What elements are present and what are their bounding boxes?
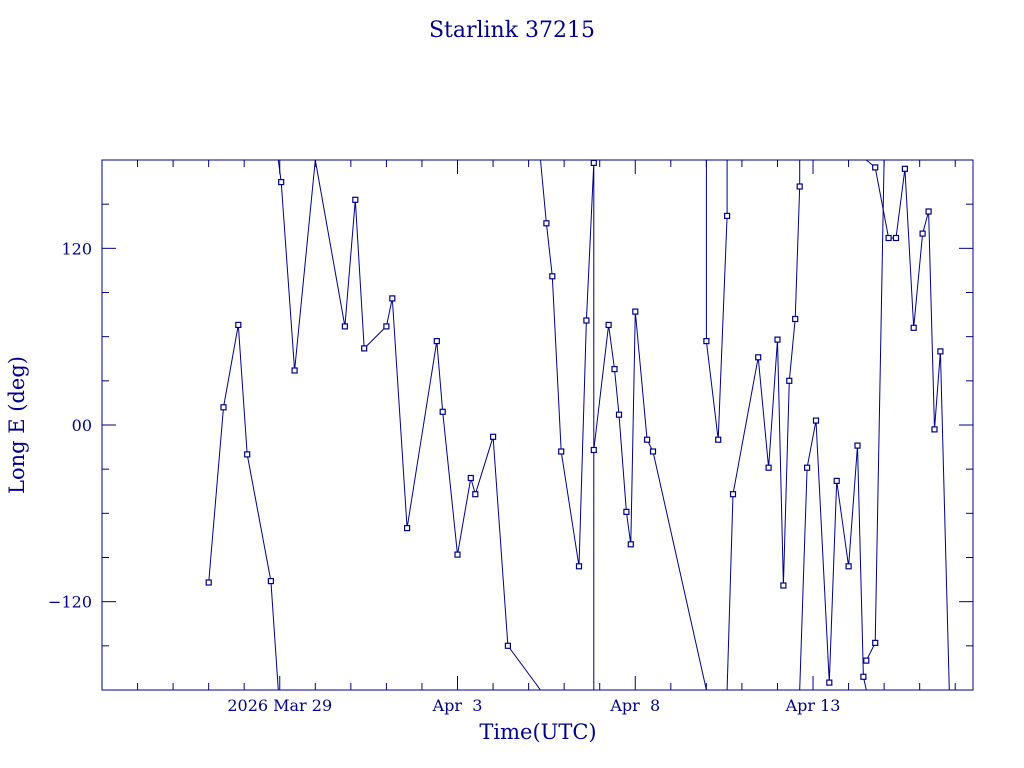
data-point — [792, 315, 799, 323]
data-point — [575, 563, 583, 570]
data-point — [558, 448, 565, 455]
data-point — [826, 679, 833, 686]
data-point — [931, 426, 938, 433]
data-point — [643, 436, 651, 443]
data-point — [220, 404, 227, 411]
data-point — [786, 377, 793, 384]
data-point — [583, 317, 590, 324]
data-point — [937, 348, 944, 355]
series-line — [726, 160, 801, 691]
y-tick-label: 120 — [61, 239, 92, 258]
data-point — [504, 642, 511, 649]
data-point — [615, 411, 623, 418]
y-axis-label: Long E (deg) — [5, 356, 29, 494]
x-tick-label: Apr 13 — [785, 696, 841, 715]
data-point — [892, 234, 900, 242]
data-point — [361, 345, 368, 352]
data-point — [543, 220, 550, 227]
data-point — [623, 508, 630, 515]
data-point — [627, 541, 634, 548]
data-point — [703, 338, 710, 345]
data-point — [919, 230, 926, 237]
x-tick-label: Apr 3 — [432, 696, 483, 715]
data-point — [439, 408, 446, 415]
x-axis-ticks: 2026 Mar 29 Apr 3 Apr 8 Apr 13 — [137, 160, 956, 715]
data-point — [803, 464, 811, 471]
data-point — [467, 474, 474, 482]
data-point — [454, 551, 461, 558]
data-series — [205, 159, 950, 691]
series-line — [799, 420, 867, 691]
data-point — [774, 336, 781, 343]
data-point — [611, 366, 618, 373]
data-point — [860, 673, 867, 680]
data-point — [352, 196, 359, 203]
data-point — [649, 448, 657, 455]
series-line — [865, 159, 885, 661]
data-point — [244, 451, 251, 458]
data-point — [872, 639, 879, 647]
data-point — [729, 491, 737, 498]
x-tick-label: 2026 Mar 29 — [227, 696, 332, 715]
data-point — [780, 582, 787, 589]
data-point — [863, 657, 870, 664]
plot-frame — [101, 159, 974, 691]
data-point — [490, 433, 497, 440]
data-point — [235, 321, 242, 328]
x-tick-label: Apr 8 — [609, 696, 660, 715]
data-point — [433, 338, 440, 345]
data-point — [910, 324, 917, 331]
data-point — [715, 436, 722, 443]
data-point — [278, 179, 285, 186]
data-point — [812, 417, 820, 424]
data-point — [632, 308, 639, 315]
data-point — [723, 212, 731, 219]
data-point — [341, 323, 348, 330]
series-line — [705, 160, 728, 440]
series-line — [208, 324, 279, 691]
data-point — [854, 442, 861, 449]
series-line — [540, 159, 595, 690]
data-point — [755, 354, 762, 361]
data-point — [833, 477, 840, 484]
data-point — [267, 577, 274, 585]
data-point — [590, 159, 597, 166]
data-point — [291, 367, 298, 374]
x-axis-label: Time(UTC) — [479, 720, 596, 744]
series-line — [277, 159, 541, 691]
data-point — [872, 164, 879, 171]
data-point — [925, 208, 932, 215]
data-point — [765, 464, 772, 471]
data-point — [389, 295, 396, 302]
y-axis-ticks: 120 00 −120 — [48, 203, 973, 647]
data-point — [796, 183, 803, 190]
y-tick-label: 00 — [72, 416, 92, 435]
y-tick-label: −120 — [48, 593, 92, 612]
data-point — [845, 563, 852, 570]
chart-title: Starlink 37215 — [429, 18, 595, 43]
data-point — [205, 579, 212, 586]
data-point — [472, 491, 479, 498]
data-point — [549, 273, 556, 280]
data-point — [605, 321, 612, 328]
data-point — [885, 234, 892, 242]
data-point — [901, 165, 909, 172]
series-line — [593, 311, 707, 691]
data-point — [590, 446, 597, 454]
data-point — [383, 323, 390, 330]
data-point — [404, 524, 411, 532]
